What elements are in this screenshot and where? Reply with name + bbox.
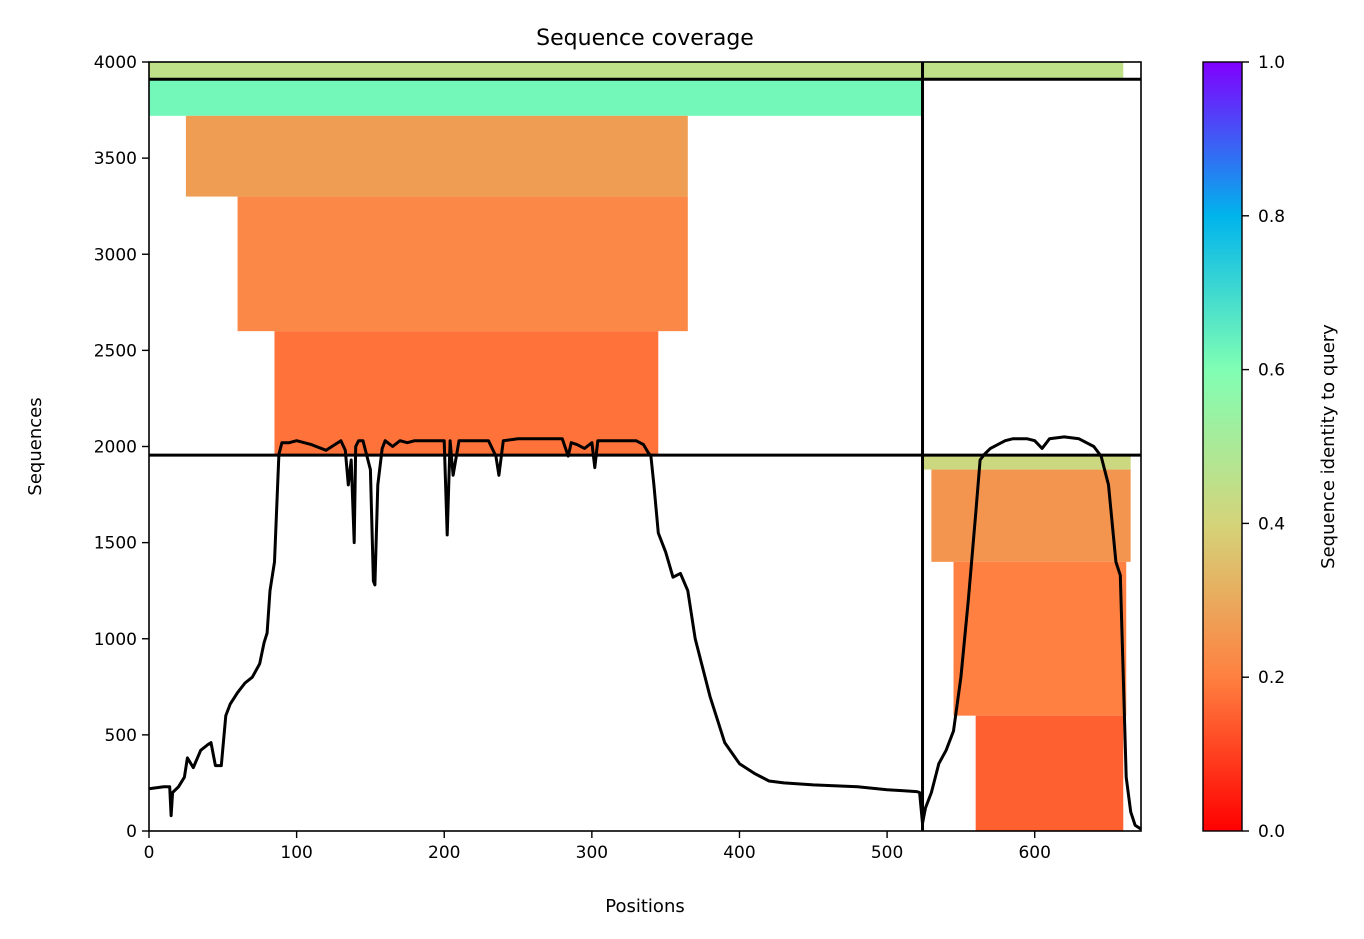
coverage-block <box>922 455 1131 470</box>
chart-title: Sequence coverage <box>536 26 754 51</box>
colorbar-tick-label: 0.0 <box>1258 822 1285 842</box>
x-tick-label: 0 <box>144 843 155 863</box>
y-tick-label: 4000 <box>94 53 137 73</box>
y-tick-label: 500 <box>105 726 137 746</box>
y-tick-label: 2000 <box>94 438 137 458</box>
y-axis-label: Sequences <box>25 397 46 495</box>
x-axis: 0 100 200 300 400 500 600 <box>144 831 1051 863</box>
y-tick-label: 1500 <box>94 534 137 554</box>
colorbar-gradient <box>1202 61 1243 832</box>
coverage-block <box>931 469 1131 562</box>
y-tick-label: 1000 <box>94 630 137 650</box>
coverage-block <box>274 331 659 456</box>
y-tick-label: 2500 <box>94 341 137 361</box>
coverage-block <box>953 561 1127 716</box>
colorbar-tick-label: 0.8 <box>1258 207 1285 227</box>
x-tick-label: 100 <box>280 843 312 863</box>
x-tick-label: 500 <box>871 843 903 863</box>
colorbar-label: Sequence identity to query <box>1318 324 1339 569</box>
coverage-block <box>149 62 923 80</box>
coverage-block <box>185 115 688 197</box>
x-tick-label: 600 <box>1018 843 1050 863</box>
colorbar-tick-label: 0.2 <box>1258 668 1285 688</box>
y-axis: 0 500 1000 1500 2000 2500 3000 3500 4000 <box>94 53 149 842</box>
coverage-block <box>922 62 1124 80</box>
plot-area <box>148 61 1142 832</box>
y-tick-label: 0 <box>126 822 137 842</box>
coverage-block <box>149 79 923 116</box>
y-tick-label: 3500 <box>94 149 137 169</box>
x-tick-label: 400 <box>723 843 755 863</box>
y-tick-label: 3000 <box>94 245 137 265</box>
coverage-block <box>237 196 688 332</box>
x-tick-label: 200 <box>428 843 460 863</box>
colorbar-tick-label: 0.6 <box>1258 361 1285 381</box>
colorbar: 0.0 0.2 0.4 0.6 0.8 1.0 Sequence identity to … <box>1202 53 1339 842</box>
coverage-line <box>148 435 1142 831</box>
coverage-block <box>975 715 1124 831</box>
x-tick-label: 300 <box>576 843 608 863</box>
x-axis-label: Positions <box>605 896 684 917</box>
colorbar-tick-label: 1.0 <box>1258 53 1285 73</box>
colorbar-tick-label: 0.4 <box>1258 514 1285 534</box>
